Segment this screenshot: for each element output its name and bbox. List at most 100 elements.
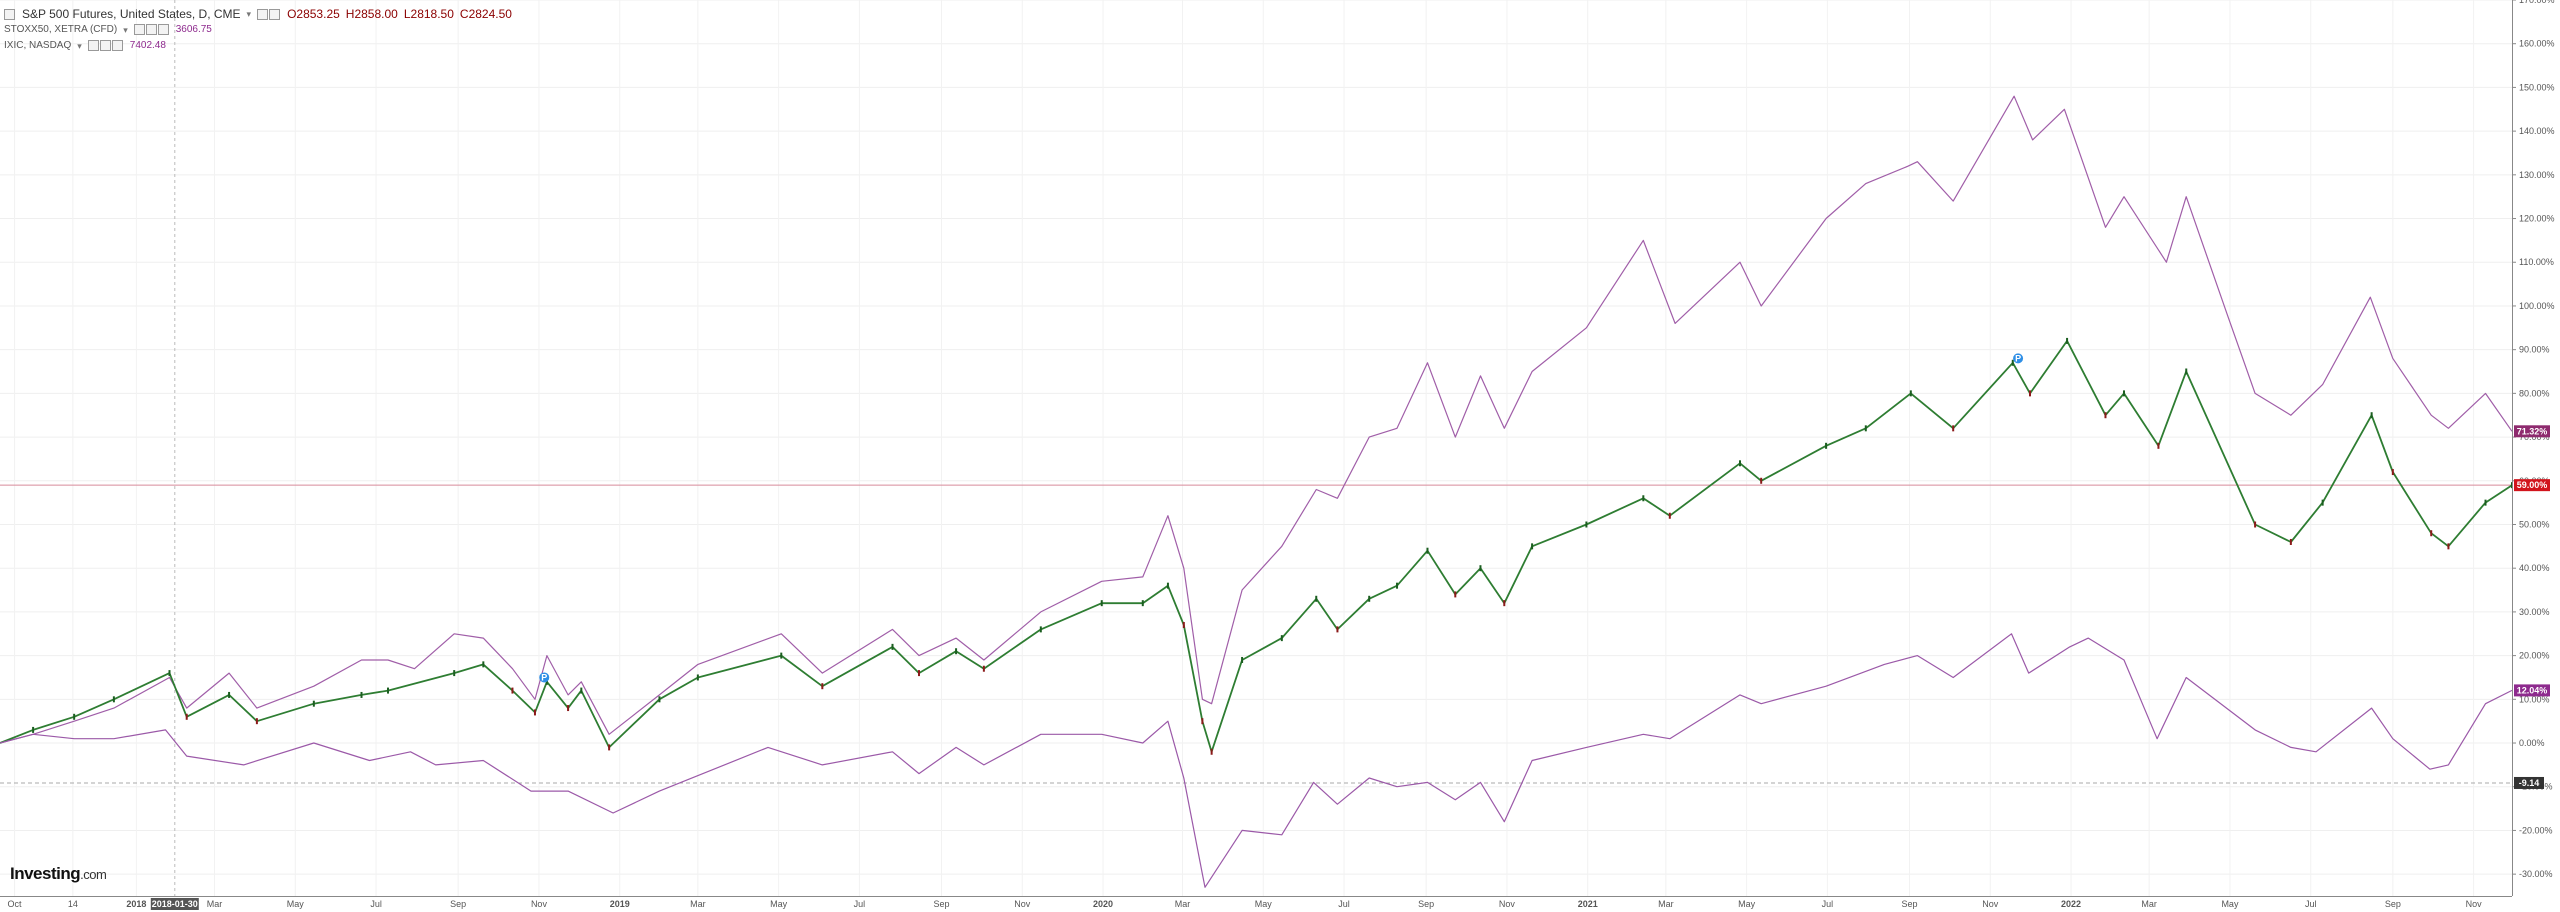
settings-icon[interactable]: [99, 39, 111, 51]
series-line-3: [0, 633, 2513, 888]
last-value-tag: [2514, 425, 2550, 438]
y-tick-label: 50.00%: [2519, 519, 2550, 529]
y-axis-strip: [2512, 0, 2560, 912]
x-tick-label: Mar: [2141, 899, 2157, 909]
chart-legend: S&P 500 Futures, United States, D, CME ▾…: [4, 6, 512, 54]
last-value-label: 59.00%: [2517, 480, 2548, 490]
y-tick-label: 140.00%: [2519, 126, 2555, 136]
y-tick-label: 80.00%: [2519, 388, 2550, 398]
collapse-icon[interactable]: [4, 8, 15, 20]
reference-value-label: -9.14: [2519, 778, 2540, 788]
chevron-down-icon[interactable]: ▾: [77, 41, 82, 51]
legend-low: L2818.50: [403, 7, 454, 21]
legend-series2-value: 3606.75: [175, 24, 212, 35]
y-tick-label: 0.00%: [2519, 738, 2545, 748]
legend-controls: [257, 6, 281, 22]
close-icon[interactable]: [157, 23, 169, 35]
reference-value-tag: [2514, 776, 2544, 789]
event-marker: [539, 672, 550, 683]
x-tick-label: Nov: [2466, 899, 2483, 909]
legend-controls: [133, 22, 170, 38]
y-tick-label: 170.00%: [2519, 0, 2555, 5]
x-tick-label: Mar: [1658, 899, 1674, 909]
x-tick-label: May: [1738, 899, 1756, 909]
y-tick-label: 120.00%: [2519, 214, 2555, 224]
legend-open: O2853.25: [287, 7, 340, 21]
eye-icon[interactable]: [87, 39, 99, 51]
last-value-label: 12.04%: [2517, 685, 2548, 695]
legend-series3-value: 7402.48: [129, 40, 166, 51]
legend-series3-row[interactable]: IXIC, NASDAQ ▾ 7402.48: [4, 38, 512, 54]
eye-icon[interactable]: [269, 9, 281, 21]
crosshair-date-box: [150, 898, 199, 910]
legend-close: C2824.50: [459, 7, 512, 21]
y-tick-label: 40.00%: [2519, 563, 2550, 573]
event-marker-label: P: [2015, 353, 2021, 363]
x-tick-label: May: [287, 899, 305, 909]
x-tick-label: 2018: [126, 899, 146, 909]
x-tick-label: Sep: [450, 899, 466, 909]
x-tick-label: Sep: [2385, 899, 2401, 909]
legend-main-row[interactable]: S&P 500 Futures, United States, D, CME ▾…: [4, 6, 512, 22]
x-tick-label: Jul: [1338, 899, 1350, 909]
legend-controls: [87, 38, 124, 54]
legend-high: H2858.00: [345, 7, 398, 21]
x-tick-label: May: [1255, 899, 1273, 909]
x-tick-label: Jul: [370, 899, 382, 909]
y-tick-label: 150.00%: [2519, 82, 2555, 92]
legend-main-name: S&P 500 Futures, United States, D, CME: [22, 7, 241, 21]
event-marker-label: P: [541, 672, 547, 682]
x-tick-label: Sep: [1901, 899, 1917, 909]
last-value-tag: [2514, 684, 2550, 697]
x-tick-label: 2022: [2061, 899, 2081, 909]
y-tick-label: 90.00%: [2519, 345, 2550, 355]
settings-icon[interactable]: [145, 23, 157, 35]
y-tick-label: 130.00%: [2519, 170, 2555, 180]
chart-series-layer: [0, 95, 2513, 888]
x-tick-label: Nov: [531, 899, 548, 909]
logo-suffix: .com: [80, 867, 107, 882]
x-tick-label: Sep: [933, 899, 949, 909]
x-tick-label: Nov: [1982, 899, 1999, 909]
x-tick-label: Jul: [1822, 899, 1834, 909]
x-tick-label: Jul: [2305, 899, 2317, 909]
series-line-2: [0, 340, 2513, 753]
y-tick-label: -20.00%: [2519, 825, 2553, 835]
legend-series3-name: IXIC, NASDAQ: [4, 40, 72, 51]
x-tick-label: Nov: [1499, 899, 1516, 909]
eye-icon[interactable]: [133, 23, 145, 35]
crosshair-date-label: 2018-01-30: [152, 899, 198, 909]
x-tick-label: 2020: [1093, 899, 1113, 909]
last-value-tag: [2514, 479, 2550, 492]
x-tick-label: 14: [68, 899, 78, 909]
chart-grid: [0, 0, 2512, 896]
event-marker: [2013, 353, 2024, 364]
y-tick-label: 20.00%: [2519, 651, 2550, 661]
x-tick-label: Nov: [1014, 899, 1031, 909]
close-icon[interactable]: [111, 39, 123, 51]
investing-logo: Investing.com: [10, 864, 107, 884]
price-tags: 71.32% 59.00% 12.04% -9.14: [2514, 425, 2550, 789]
chevron-down-icon[interactable]: ▾: [123, 25, 128, 35]
x-tick-label: Sep: [1418, 899, 1434, 909]
x-tick-label: Mar: [1175, 899, 1191, 909]
x-tick-label: Oct: [8, 899, 23, 909]
x-tick-label: May: [2221, 899, 2239, 909]
x-axis: Oct 14 2018 Mar May Jul Sep Nov 2019 Mar May Jul Sep…: [0, 896, 2512, 910]
y-tick-label: 160.00%: [2519, 39, 2555, 49]
x-tick-label: Mar: [207, 899, 223, 909]
x-tick-label: Jul: [854, 899, 866, 909]
y-tick-label: 30.00%: [2519, 607, 2550, 617]
x-tick-label: 2019: [610, 899, 630, 909]
legend-series2-row[interactable]: STOXX50, XETRA (CFD) ▾ 3606.75: [4, 22, 512, 38]
chevron-down-icon[interactable]: ▾: [246, 9, 252, 19]
chart-markers-layer: PP: [539, 353, 2024, 683]
x-tick-label: May: [770, 899, 788, 909]
settings-icon[interactable]: [257, 9, 269, 21]
x-tick-label: Mar: [690, 899, 706, 909]
legend-series2-name: STOXX50, XETRA (CFD): [4, 24, 118, 35]
logo-text: Investing: [10, 864, 81, 883]
last-value-label: 71.32%: [2517, 426, 2548, 436]
series-line-1: [0, 95, 2513, 744]
